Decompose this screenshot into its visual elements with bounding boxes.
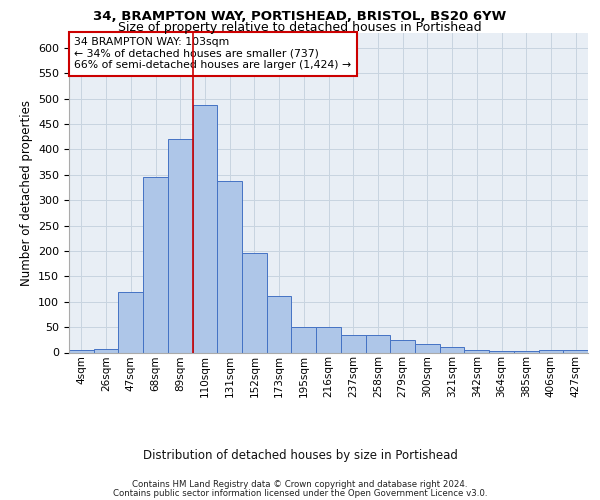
Bar xyxy=(365,334,390,352)
Bar xyxy=(143,178,168,352)
Bar xyxy=(168,139,193,352)
Bar xyxy=(539,350,563,352)
Bar xyxy=(489,351,514,352)
Y-axis label: Number of detached properties: Number of detached properties xyxy=(20,100,32,286)
Bar xyxy=(94,349,118,352)
Bar xyxy=(563,350,588,352)
Bar xyxy=(415,344,440,352)
Bar xyxy=(440,348,464,352)
Text: Contains public sector information licensed under the Open Government Licence v3: Contains public sector information licen… xyxy=(113,488,487,498)
Text: Contains HM Land Registry data © Crown copyright and database right 2024.: Contains HM Land Registry data © Crown c… xyxy=(132,480,468,489)
Bar xyxy=(118,292,143,352)
Bar xyxy=(242,254,267,352)
Bar xyxy=(316,327,341,352)
Bar xyxy=(267,296,292,352)
Bar xyxy=(464,350,489,352)
Bar xyxy=(217,182,242,352)
Bar xyxy=(193,105,217,352)
Text: Distribution of detached houses by size in Portishead: Distribution of detached houses by size … xyxy=(143,450,457,462)
Bar xyxy=(390,340,415,352)
Text: Size of property relative to detached houses in Portishead: Size of property relative to detached ho… xyxy=(118,21,482,34)
Bar xyxy=(69,350,94,352)
Bar xyxy=(341,334,365,352)
Bar xyxy=(292,327,316,352)
Text: 34 BRAMPTON WAY: 103sqm
← 34% of detached houses are smaller (737)
66% of semi-d: 34 BRAMPTON WAY: 103sqm ← 34% of detache… xyxy=(74,38,352,70)
Text: 34, BRAMPTON WAY, PORTISHEAD, BRISTOL, BS20 6YW: 34, BRAMPTON WAY, PORTISHEAD, BRISTOL, B… xyxy=(94,10,506,23)
